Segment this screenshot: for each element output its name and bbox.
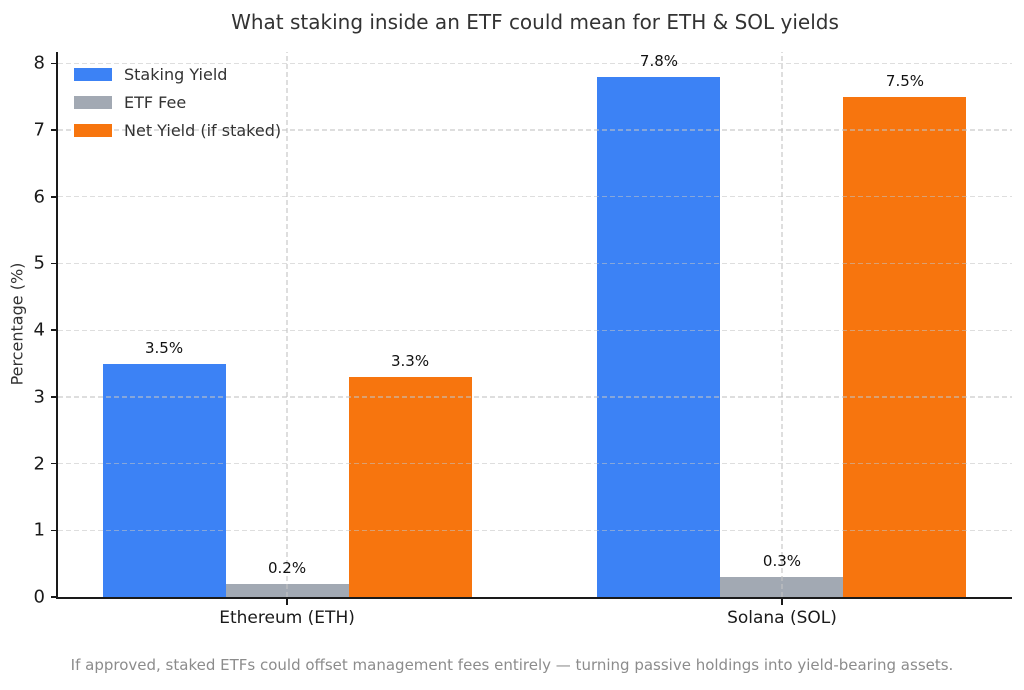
y-gridline [58, 329, 1012, 331]
legend-label: ETF Fee [124, 93, 187, 112]
y-tick-label: 1 [33, 519, 45, 541]
y-gridline [58, 462, 1012, 465]
legend-swatch [74, 68, 112, 81]
x-gridline [286, 52, 288, 597]
y-tick-label: 0 [33, 586, 45, 608]
left-axis-spine [56, 52, 58, 599]
legend-label: Staking Yield [124, 65, 228, 84]
footer-note: If approved, staked ETFs could offset ma… [70, 656, 954, 674]
y-tick [51, 262, 58, 265]
y-tick [51, 396, 58, 398]
y-gridline [58, 396, 1012, 398]
legend: Staking Yield ETF Fee Net Yield (if staked… [74, 65, 281, 149]
y-tick-label: 5 [33, 252, 45, 274]
y-tick-label: 4 [33, 319, 45, 341]
bar-staking-yield [102, 363, 226, 597]
y-gridline [58, 62, 1012, 64]
x-tick [781, 599, 783, 605]
x-tick-label: Ethereum (ETH) [219, 608, 355, 628]
bar-value-label: 7.5% [885, 71, 925, 90]
y-tick [51, 462, 58, 465]
chart-title: What staking inside an ETF could mean fo… [231, 10, 839, 34]
y-gridline [58, 196, 1012, 198]
bar-net-yield-if-staked- [843, 96, 967, 597]
legend-swatch [74, 96, 112, 109]
legend-item: Staking Yield [74, 65, 281, 84]
bar-value-label: 7.8% [639, 51, 679, 70]
y-tick-label: 2 [33, 453, 45, 475]
x-tick [286, 599, 288, 605]
x-tick-label: Solana (SOL) [727, 608, 837, 628]
legend-label: Net Yield (if staked) [124, 121, 282, 140]
bar-staking-yield [597, 76, 721, 597]
y-tick [51, 62, 58, 65]
y-gridline [58, 262, 1012, 265]
legend-item: Net Yield (if staked) [74, 121, 281, 140]
y-tick-label: 3 [33, 386, 45, 408]
legend-item: ETF Fee [74, 93, 281, 112]
bottom-axis-spine [56, 597, 1012, 599]
y-tick-label: 7 [33, 119, 45, 141]
bar-value-label: 3.3% [390, 351, 430, 370]
bar-value-label: 0.3% [762, 552, 802, 570]
y-tick [51, 596, 58, 598]
y-tick [51, 195, 58, 198]
plot-area: 3.5% 0.2% 3.3% 7.8% 0.3% 7.5% 0 1 2 3 4 5 6 7 8 Ethere… [34, 51, 1012, 628]
y-tick-label: 6 [33, 186, 45, 208]
bar-value-label: 3.5% [144, 338, 184, 357]
y-axis-label: Percentage (%) [7, 262, 27, 386]
y-tick [51, 129, 58, 131]
x-gridline [781, 52, 783, 597]
y-gridline [58, 129, 1012, 131]
y-tick [51, 529, 58, 532]
legend-swatch [74, 124, 112, 137]
y-tick-label: 8 [33, 52, 45, 74]
y-tick [51, 329, 58, 331]
y-gridline [58, 529, 1012, 531]
bar-value-label: 0.2% [267, 558, 307, 577]
bar-net-yield-if-staked- [348, 376, 472, 597]
